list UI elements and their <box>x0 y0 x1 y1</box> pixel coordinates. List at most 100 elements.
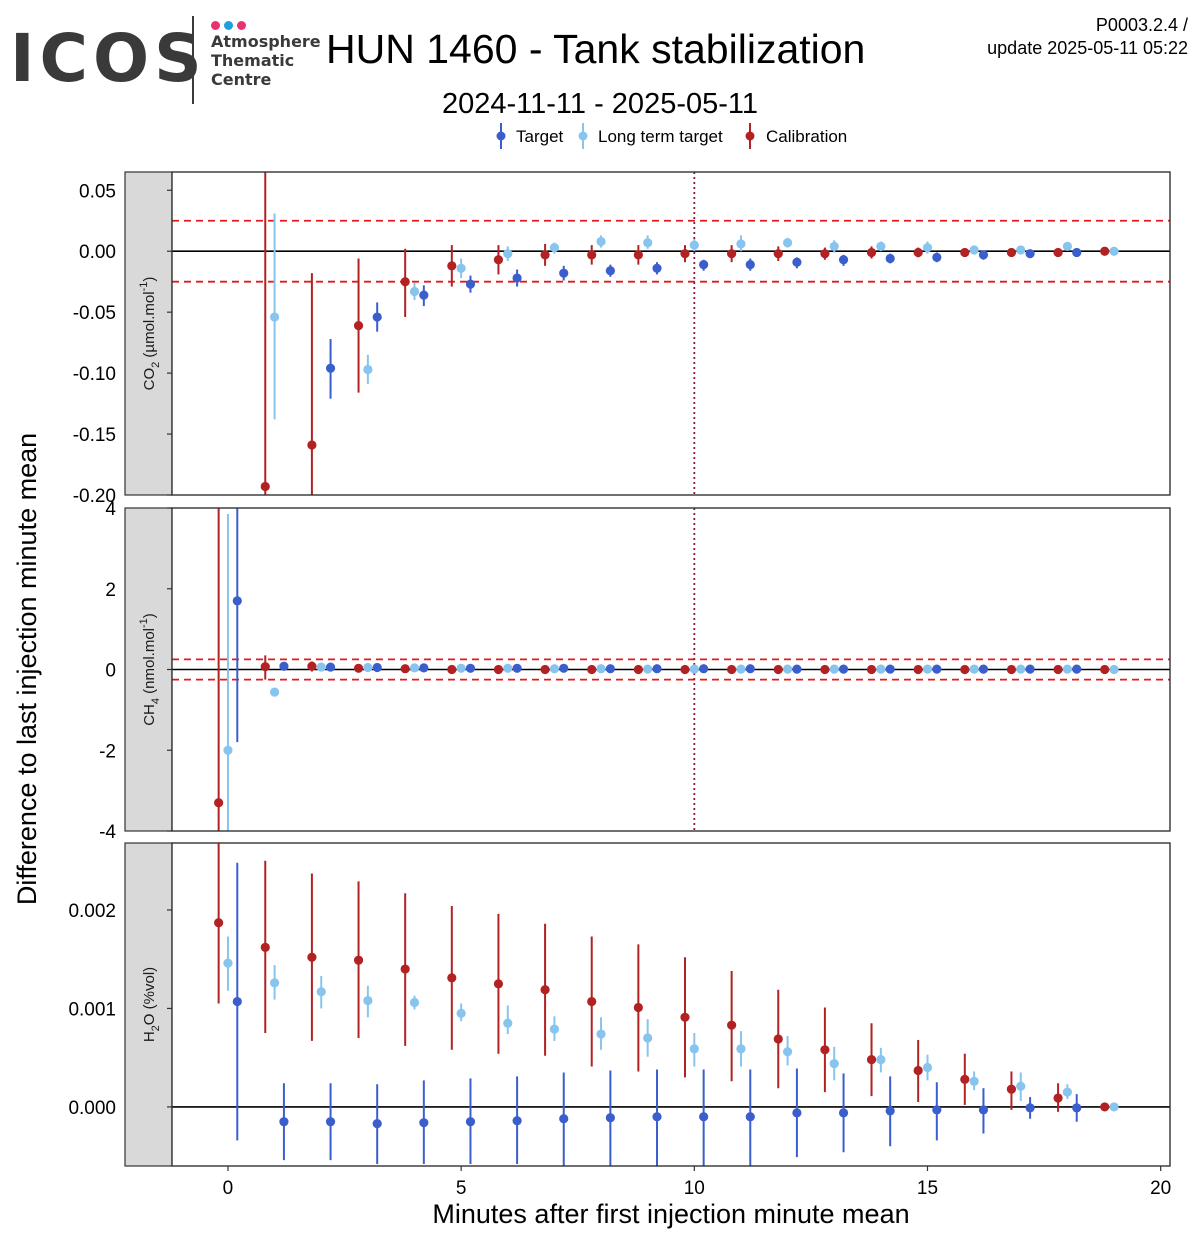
data-point <box>1109 1102 1119 1112</box>
legend-entry: Long term target <box>598 127 723 146</box>
data-point <box>493 664 504 675</box>
data-point <box>922 664 933 674</box>
legend-key-point <box>745 131 755 141</box>
data-point <box>978 664 989 674</box>
data-point <box>372 312 382 322</box>
panel-border <box>171 171 1171 496</box>
data-point <box>279 1117 289 1127</box>
data-point <box>559 268 569 278</box>
panel-strip-label: CH4 (nmol.mol-1) <box>138 613 162 726</box>
data-point <box>363 662 373 673</box>
series-calibration <box>260 172 1110 495</box>
data-point <box>820 664 830 675</box>
data-point <box>223 745 233 755</box>
data-point <box>876 1055 886 1065</box>
legend-entry: Target <box>516 127 564 146</box>
data-point <box>643 1033 653 1043</box>
data-point <box>773 249 783 259</box>
panel-2: CH4 (nmol.mol-1) 4 2 0 -2 -4 <box>99 499 1171 843</box>
data-point <box>727 1020 737 1030</box>
panel-content <box>172 172 1170 495</box>
data-point <box>960 247 970 258</box>
data-point <box>838 255 849 265</box>
data-point <box>782 664 793 674</box>
data-point <box>680 1012 690 1022</box>
legend-key-point <box>578 131 588 141</box>
data-point <box>829 241 839 251</box>
panel-strip-label: H2O (%vol) <box>141 967 162 1042</box>
data-point <box>680 249 690 259</box>
panel-strip-label: CO2 (µmol.mol-1) <box>138 277 162 391</box>
legend-key-point <box>496 131 506 141</box>
data-point <box>689 240 699 250</box>
logo-wordmark: ICOS <box>10 20 207 97</box>
page-title: HUN 1460 - Tank stabilization <box>326 26 866 72</box>
data-point <box>913 664 923 675</box>
series-long-term-target <box>223 514 1119 831</box>
data-point <box>960 1074 970 1084</box>
data-point <box>978 1105 989 1115</box>
data-point <box>465 1117 476 1127</box>
data-point <box>969 664 979 674</box>
x-tick-label: 15 <box>917 1178 938 1199</box>
logo-line: Centre <box>211 70 272 89</box>
y-tick-label: 2 <box>105 580 116 601</box>
data-point <box>1062 1087 1073 1097</box>
legend-entry: Calibration <box>766 127 847 146</box>
version-info: P0003.2.4 / update 2025-05-11 05:22 <box>987 14 1188 60</box>
data-point <box>363 995 373 1006</box>
logo-dot <box>224 21 233 30</box>
data-point <box>512 663 522 673</box>
data-point <box>643 664 653 674</box>
data-point <box>699 260 709 270</box>
data-point <box>913 1065 923 1076</box>
panel-strip <box>124 171 173 496</box>
data-point <box>512 273 522 283</box>
series-long-term-target <box>269 213 1119 420</box>
data-point <box>214 798 224 808</box>
data-point <box>885 1106 895 1116</box>
panel-border <box>171 842 1171 1167</box>
x-tick-label: 5 <box>456 1178 467 1199</box>
data-point <box>465 279 476 289</box>
data-point <box>727 249 737 259</box>
data-point <box>503 1018 513 1028</box>
logo-divider <box>192 16 194 104</box>
data-point <box>447 261 457 271</box>
data-point <box>792 257 802 267</box>
data-point <box>587 664 597 675</box>
data-point <box>969 1076 979 1086</box>
data-point <box>400 664 410 674</box>
data-point <box>232 596 242 606</box>
series-target <box>232 508 1082 743</box>
data-point <box>540 664 550 675</box>
data-point <box>456 1008 466 1018</box>
data-point <box>773 1034 783 1044</box>
y-tick-label: -4 <box>99 822 116 843</box>
data-point <box>876 664 886 674</box>
y-tick-label: 4 <box>105 499 116 520</box>
panel-content <box>172 843 1170 1166</box>
data-point <box>307 952 317 962</box>
data-point <box>885 664 895 674</box>
data-point <box>353 320 364 331</box>
y-tick-label: -0.10 <box>73 364 116 385</box>
data-point <box>643 238 653 248</box>
data-point <box>540 250 550 260</box>
data-point <box>932 252 942 262</box>
series-target <box>325 247 1082 399</box>
data-point <box>652 1112 662 1122</box>
data-point <box>409 663 420 673</box>
update-timestamp: update 2025-05-11 05:22 <box>987 38 1188 58</box>
y-tick-label: -2 <box>99 741 116 762</box>
data-point <box>307 440 317 450</box>
data-point <box>596 1029 606 1039</box>
data-point <box>792 1108 802 1118</box>
data-point <box>866 664 877 675</box>
data-point <box>699 1112 709 1122</box>
data-point <box>587 250 597 260</box>
legend: Target Long term target Calibration <box>496 123 847 149</box>
data-point <box>885 253 895 264</box>
data-point <box>960 664 970 675</box>
data-point <box>605 664 615 674</box>
